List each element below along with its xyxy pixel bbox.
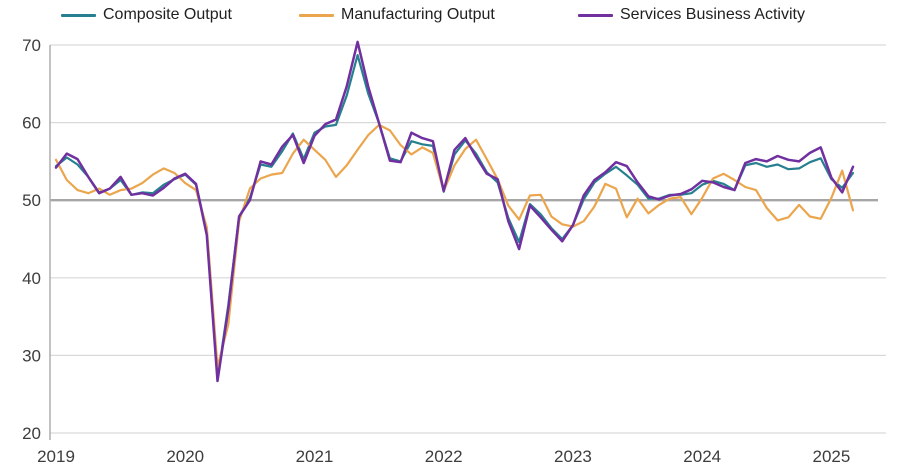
legend-item-composite-output: Composite Output <box>61 6 232 24</box>
x-tick-label-2022: 2022 <box>425 447 463 466</box>
x-tick-label-2023: 2023 <box>554 447 592 466</box>
y-tick-label-40: 40 <box>22 269 41 288</box>
legend-item-services-business-activity: Services Business Activity <box>578 6 805 24</box>
legend-swatch-composite-output <box>61 13 96 17</box>
y-tick-label-70: 70 <box>22 36 41 55</box>
legend-label-services-business-activity: Services Business Activity <box>620 6 805 23</box>
series-line-manufacturing-output <box>54 123 855 369</box>
x-tick-label-2025: 2025 <box>813 447 851 466</box>
y-tick-label-20: 20 <box>22 424 41 443</box>
legend-item-manufacturing-output: Manufacturing Output <box>299 6 495 24</box>
y-tick-label-60: 60 <box>22 114 41 133</box>
chart-legend: Composite Output Manufacturing Output Se… <box>0 0 900 32</box>
series-line-composite-output <box>54 53 855 380</box>
legend-swatch-services-business-activity <box>578 13 613 17</box>
y-tick-label-30: 30 <box>22 346 41 365</box>
x-tick-label-2021: 2021 <box>296 447 334 466</box>
x-tick-label-2024: 2024 <box>683 447 721 466</box>
y-tick-label-50: 50 <box>22 191 41 210</box>
legend-label-manufacturing-output: Manufacturing Output <box>341 6 495 23</box>
x-tick-label-2020: 2020 <box>166 447 204 466</box>
legend-swatch-manufacturing-output <box>299 13 334 17</box>
series-line-services-business-activity <box>54 40 855 383</box>
legend-label-composite-output: Composite Output <box>103 6 232 23</box>
x-tick-label-2019: 2019 <box>37 447 75 466</box>
